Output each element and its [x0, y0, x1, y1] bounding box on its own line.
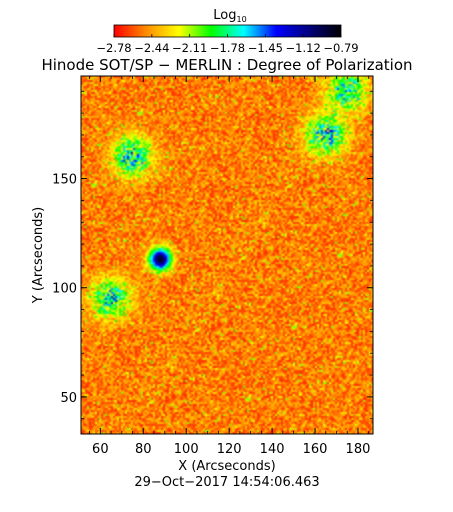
colorbar-tick-label: −0.79 — [323, 41, 358, 55]
x-tick-label: 120 — [217, 442, 242, 457]
colorbar-tick-label: −2.11 — [172, 41, 207, 55]
colorbar-ticks: −2.78 −2.44 −2.11 −1.78 −1.45 −1.12 −0.79 — [96, 34, 359, 55]
x-tick-label: 160 — [303, 442, 328, 457]
colorbar-tick-label: −2.44 — [134, 41, 169, 55]
heatmap-image — [81, 76, 373, 434]
x-tick-label: 180 — [346, 442, 371, 457]
colorbar-tick-label: −2.78 — [96, 41, 131, 55]
y-axis: 50 100 150 — [52, 90, 373, 420]
x-axis-label: X (Arcseconds) — [178, 459, 275, 474]
y-tick-label: 50 — [60, 391, 77, 406]
y-tick-label: 150 — [52, 173, 77, 188]
colorbar-title: Log10 — [213, 8, 246, 24]
x-tick-label: 80 — [135, 442, 152, 457]
plot-frame — [80, 75, 374, 435]
x-tick-label: 60 — [92, 442, 109, 457]
colorbar-tick-label: −1.12 — [286, 41, 321, 55]
colorbar-tick-label: −1.45 — [248, 41, 283, 55]
chart-title: Hinode SOT/SP − MERLIN : Degree of Polar… — [41, 56, 412, 74]
x-tick-label: 100 — [174, 442, 199, 457]
y-axis-label: Y (Arcseconds) — [31, 207, 46, 304]
x-tick-label: 140 — [260, 442, 285, 457]
heatmap-area — [81, 76, 373, 434]
y-tick-label: 100 — [52, 282, 77, 297]
x-axis: 60 80 100 120 140 160 180 — [89, 76, 371, 457]
colorbar-tick-label: −1.78 — [210, 41, 245, 55]
timestamp: 29−Oct−2017 14:54:06.463 — [134, 475, 319, 490]
